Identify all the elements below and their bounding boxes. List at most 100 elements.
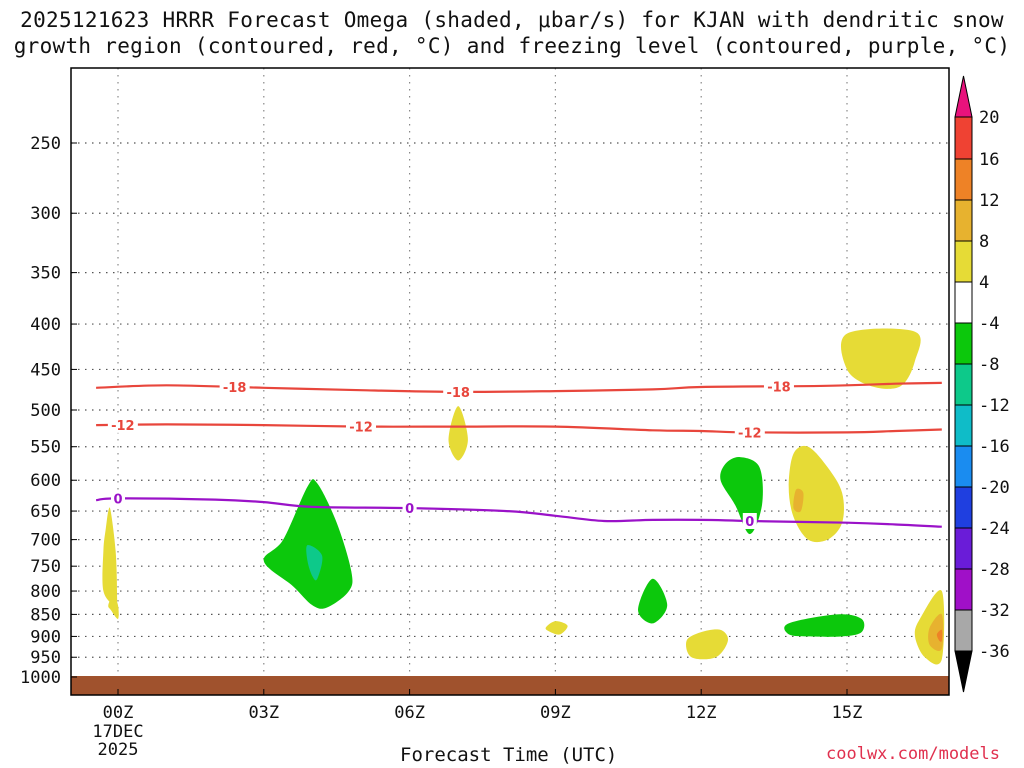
dgz-minus12-line	[96, 423, 942, 434]
x-tick-label-12Z: 12Z	[686, 703, 717, 723]
colorbar-arrow-top	[954, 75, 973, 118]
y-tick-label-250: 250	[30, 134, 61, 154]
contour-lines: -18 -18 -18 -12 -12 -12 0 0 0	[95, 378, 942, 530]
omega-up-09z-870	[545, 621, 568, 635]
colorbar-bin-13	[954, 609, 973, 652]
colorbar-label-9: -20	[979, 478, 1010, 498]
freezing-0c-line	[95, 497, 942, 528]
colorbar-label-6: -8	[979, 355, 999, 375]
dgz-minus12-label-2: -12	[738, 426, 762, 441]
y-tick-label-850: 850	[30, 605, 61, 625]
dgz-minus18-label-bg-2	[763, 378, 794, 395]
freezing-0c-label-0: 0	[113, 492, 122, 507]
y-tick-label-500: 500	[30, 401, 61, 421]
x-axis-title: Forecast Time (UTC)	[400, 744, 618, 766]
dgz-minus18-label-0: -18	[223, 381, 247, 396]
y-tick-label-650: 650	[30, 502, 61, 522]
y-tick-label-400: 400	[30, 315, 61, 335]
omega-down-04z	[263, 479, 353, 609]
plot-background	[71, 68, 949, 695]
colorbar-bin-7	[954, 363, 973, 406]
colorbar-bin-5	[954, 281, 973, 324]
colorbar-label-4: 4	[979, 273, 989, 293]
chart-title-line2: growth region (contoured, red, °C) and f…	[13, 34, 1011, 58]
omega-up-03z-850	[108, 595, 119, 619]
x-tick-label-09Z: 09Z	[540, 703, 571, 723]
omega-up-12z-910	[686, 629, 729, 660]
omega-up-14z-620-core	[793, 488, 804, 513]
omega-up-14z-620	[788, 445, 844, 543]
y-tick-label-950: 950	[30, 648, 61, 668]
x-tick-label-15Z: 15Z	[832, 703, 863, 723]
freezing-0c-label-2: 0	[745, 515, 754, 530]
dgz-minus18-label-bg-0	[219, 379, 250, 396]
freezing-0c-label-1: 0	[405, 502, 414, 517]
colorbar-label-3: 8	[979, 232, 989, 252]
colorbar-arrow-bottom	[954, 650, 973, 693]
omega-up-07z-500	[448, 406, 468, 461]
freezing-0c-label-bg-2	[742, 513, 757, 530]
omega-up-16z-420	[840, 328, 921, 389]
colorbar-label-5: -4	[979, 314, 999, 334]
chart-title-line1: 2025121623 HRRR Forecast Omega (shaded, …	[20, 8, 1004, 32]
x-tick-year: 2025	[98, 740, 139, 760]
y-tick-label-300: 300	[30, 204, 61, 224]
omega-up-00z-lowmid	[102, 507, 118, 606]
freezing-0c-label-bg-1	[402, 500, 417, 517]
plot-border	[70, 67, 950, 696]
dgz-minus18-label-bg-1	[443, 383, 474, 400]
x-tick-label-00Z: 00Z	[103, 703, 134, 723]
colorbar: 20 16 12 8 4 -4 -8 -12 -16 -20 -24 -28 -32 -36	[954, 75, 1010, 693]
omega-down-04z-core	[306, 545, 323, 581]
y-tick-label-900: 900	[30, 627, 61, 647]
colorbar-label-0: 20	[979, 108, 999, 128]
colorbar-label-7: -12	[979, 396, 1010, 416]
dgz-minus12-label-1: -12	[349, 421, 373, 436]
omega-down-15z-880	[784, 614, 865, 637]
omega-down-11z-820	[638, 578, 668, 624]
colorbar-bin-11	[954, 527, 973, 570]
omega-shading	[102, 328, 945, 665]
colorbar-bin-1	[954, 116, 973, 160]
y-tick-label-550: 550	[30, 438, 61, 458]
site-credit: coolwx.com/models	[826, 744, 1000, 764]
colorbar-label-12: -32	[979, 601, 1010, 621]
colorbar-bin-8	[954, 404, 973, 447]
colorbar-bin-6	[954, 322, 973, 365]
plot-area	[71, 68, 949, 695]
y-tick-label-450: 450	[30, 360, 61, 380]
colorbar-label-8: -16	[979, 437, 1010, 457]
colorbar-label-10: -24	[979, 519, 1010, 539]
y-tick-label-350: 350	[30, 264, 61, 284]
y-tick-label-600: 600	[30, 471, 61, 491]
plot-frame	[70, 67, 950, 696]
dgz-minus18-label-2: -18	[767, 380, 791, 395]
dgz-minus12-label-0: -12	[111, 419, 135, 434]
dgz-minus12-label-bg-2	[734, 424, 765, 441]
colorbar-bin-10	[954, 486, 973, 529]
dgz-minus18-label-1: -18	[446, 386, 470, 401]
colorbar-label-1: 16	[979, 150, 999, 170]
y-tick-label-750: 750	[30, 557, 61, 577]
x-tick-date: 17DEC	[92, 722, 143, 742]
colorbar-bin-12	[954, 568, 973, 611]
y-tick-label-800: 800	[30, 582, 61, 602]
y-axis-ticks: 2503003504004505005506006507007508008509…	[20, 134, 77, 688]
colorbar-label-2: 12	[979, 191, 999, 211]
dgz-minus12-label-bg-0	[107, 416, 138, 433]
colorbar-label-13: -36	[979, 642, 1010, 662]
x-tick-label-06Z: 06Z	[394, 703, 425, 723]
omega-up-17z-900-core	[928, 613, 944, 652]
omega-up-17z-900-inner	[936, 629, 943, 642]
dgz-minus12-label-bg-1	[346, 418, 376, 435]
colorbar-bin-2	[954, 158, 973, 201]
x-tick-label-03Z: 03Z	[248, 703, 279, 723]
colorbar-bin-3	[954, 199, 973, 242]
freezing-0c-label-bg-0	[111, 490, 125, 507]
y-tick-label-1000: 1000	[20, 668, 61, 688]
ground-layer	[71, 676, 949, 695]
colorbar-label-11: -28	[979, 560, 1010, 580]
y-tick-label-700: 700	[30, 531, 61, 551]
